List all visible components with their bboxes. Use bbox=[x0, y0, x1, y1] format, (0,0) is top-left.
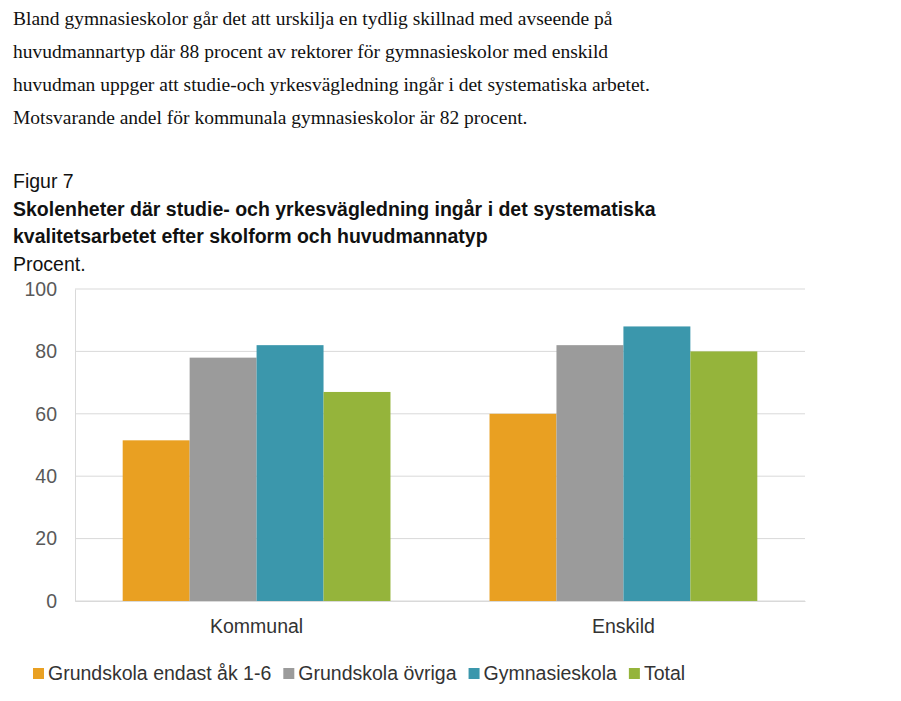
paragraph-line: Bland gymnasieskolor går det att urskilj… bbox=[13, 8, 613, 29]
legend-label: Total bbox=[644, 662, 685, 684]
legend-label: Gymnasieskola bbox=[484, 662, 617, 684]
bars bbox=[123, 326, 758, 601]
bar bbox=[190, 358, 257, 601]
chart-title: kvalitetsarbetet efter skolform och huvu… bbox=[13, 225, 488, 247]
y-tick-label: 60 bbox=[35, 403, 57, 425]
paragraph: Bland gymnasieskolor går det att urskilj… bbox=[13, 8, 650, 128]
y-tick: 60 bbox=[35, 403, 75, 425]
legend-swatch bbox=[469, 668, 480, 679]
x-axis-line bbox=[76, 601, 806, 602]
x-tick-label: Kommunal bbox=[210, 615, 303, 637]
y-tick: 40 bbox=[35, 465, 75, 487]
y-tick-label: 80 bbox=[35, 340, 57, 362]
legend-item: Grundskola övriga bbox=[283, 662, 456, 684]
legend-item: Grundskola endast åk 1-6 bbox=[33, 662, 271, 684]
bar bbox=[123, 440, 190, 601]
grid-line bbox=[75, 289, 805, 290]
chart-subtitle: Procent. bbox=[13, 253, 86, 275]
legend-item: Gymnasieskola bbox=[469, 662, 617, 684]
chart-title: Skolenheter där studie- och yrkesvägledn… bbox=[13, 198, 656, 220]
y-tick: 100 bbox=[24, 278, 75, 300]
figure: Bland gymnasieskolor går det att urskilj… bbox=[0, 0, 901, 701]
paragraph-line: huvudman uppger att studie-och yrkesvägl… bbox=[13, 74, 650, 95]
x-axis: Kommunal Enskild bbox=[76, 601, 806, 637]
legend-label: Grundskola endast åk 1-6 bbox=[48, 662, 271, 684]
bar bbox=[623, 326, 690, 601]
figure-label: Figur 7 bbox=[13, 170, 74, 192]
y-tick-label: 20 bbox=[35, 527, 57, 549]
legend-swatch bbox=[283, 668, 294, 679]
legend-swatch bbox=[33, 668, 44, 679]
x-tick: Kommunal bbox=[210, 601, 303, 637]
bar bbox=[690, 351, 757, 601]
y-tick-label: 0 bbox=[46, 590, 57, 612]
legend-item: Total bbox=[629, 662, 685, 684]
paragraph-line: Motsvarande andel för kommunala gymnasie… bbox=[13, 107, 527, 128]
paragraph-line: huvudmannartyp där 88 procent av rektore… bbox=[13, 41, 608, 62]
y-axis-line bbox=[75, 290, 76, 602]
x-tick: Enskild bbox=[592, 601, 655, 637]
bar bbox=[324, 392, 391, 601]
legend-label: Grundskola övriga bbox=[298, 662, 456, 684]
y-axis: 0 20 40 60 80 100 bbox=[24, 278, 75, 612]
y-tick-label: 40 bbox=[35, 465, 57, 487]
y-tick: 0 bbox=[46, 590, 75, 612]
y-tick: 80 bbox=[35, 340, 75, 362]
x-tick-label: Enskild bbox=[592, 615, 655, 637]
legend-swatch bbox=[629, 668, 640, 679]
y-tick-label: 100 bbox=[24, 278, 57, 300]
bar bbox=[556, 345, 623, 601]
bar bbox=[257, 345, 324, 601]
grid bbox=[75, 289, 805, 601]
y-tick: 20 bbox=[35, 527, 75, 549]
bar bbox=[490, 414, 557, 601]
legend: Grundskola endast åk 1-6 Grundskola övrig… bbox=[33, 662, 685, 684]
